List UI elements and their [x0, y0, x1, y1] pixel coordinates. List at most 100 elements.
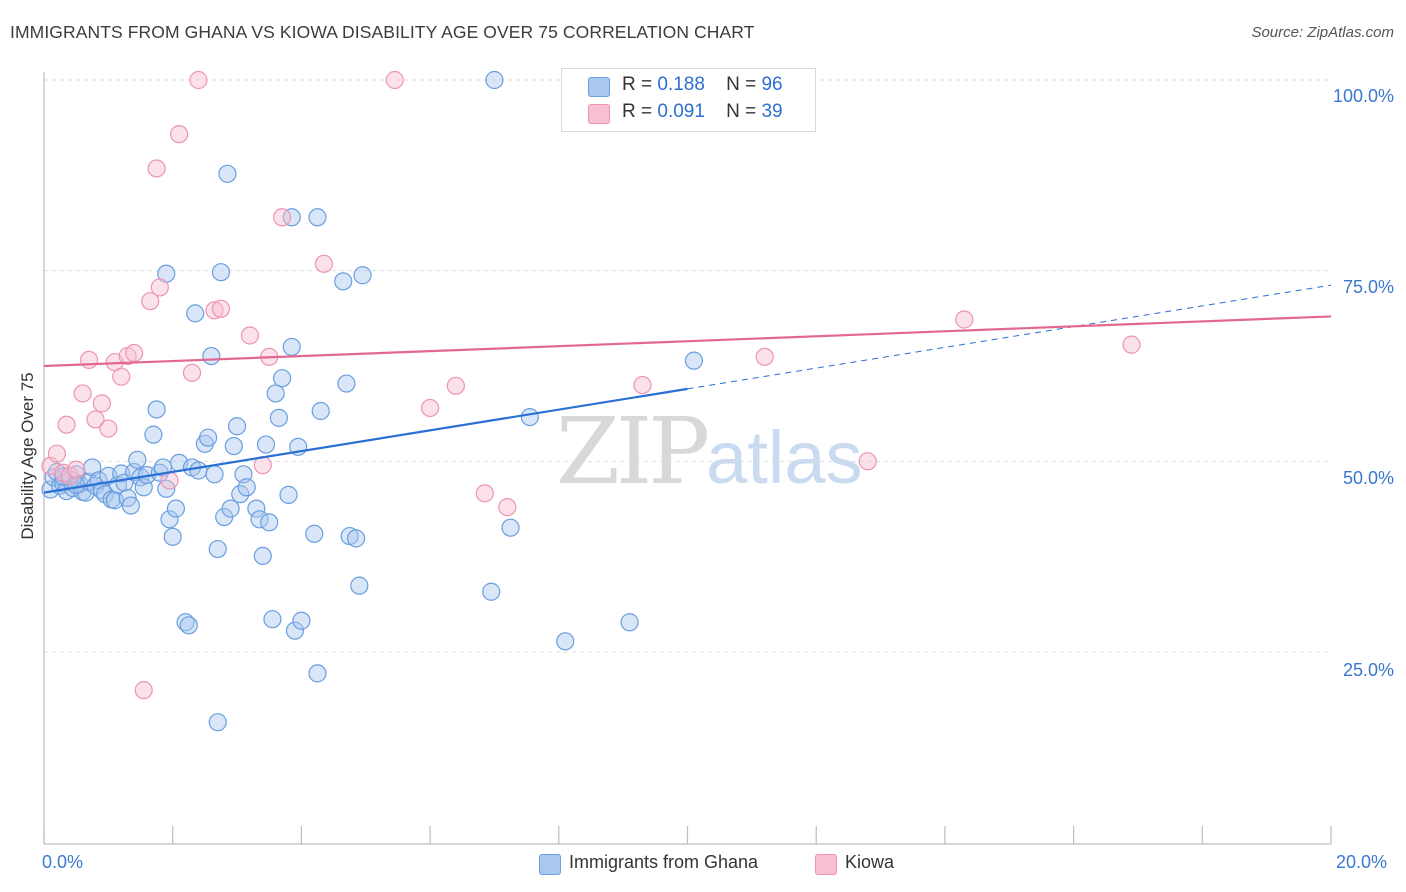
kiowa-point: [47, 444, 66, 463]
kiowa-swatch: [588, 104, 610, 124]
bottom-legend-ghana-label: Immigrants from Ghana: [569, 852, 759, 872]
y-tick-label-50: 50.0%: [1342, 468, 1394, 488]
ghana-point: [282, 208, 301, 227]
kiowa-legend-swatch: [815, 854, 837, 875]
kiowa-point: [498, 497, 517, 517]
legend-r-label: R =: [622, 101, 653, 122]
ghana-point: [208, 539, 227, 559]
ghana-point: [266, 384, 285, 403]
ghana-point: [501, 518, 520, 537]
ghana-point: [231, 485, 250, 504]
ghana-point: [227, 417, 247, 436]
kiowa-point: [147, 159, 166, 178]
kiowa-point: [446, 376, 465, 395]
ghana-point: [166, 499, 186, 518]
bottom-legend-kiowa-label: Kiowa: [845, 852, 895, 872]
ghana-point: [263, 610, 282, 629]
ghana-point: [186, 304, 205, 323]
kiowa-point: [141, 292, 160, 311]
ghana-point: [556, 632, 575, 651]
ghana-trend-extension: [687, 284, 1332, 390]
kiowa-point: [170, 125, 189, 144]
ghana-point: [208, 713, 227, 732]
ghana-point: [353, 266, 372, 285]
kiowa-point: [633, 375, 652, 395]
ghana-swatch: [588, 77, 610, 97]
ghana-point: [350, 576, 369, 595]
kiowa-point: [124, 343, 144, 363]
ghana-point: [520, 407, 539, 427]
kiowa-point: [955, 310, 974, 329]
kiowa-point: [240, 326, 260, 345]
kiowa-point: [99, 419, 118, 438]
kiowa-point: [385, 70, 404, 90]
ghana-point: [160, 510, 179, 529]
ghana-point: [279, 485, 298, 504]
ghana-point: [482, 582, 501, 601]
ghana-point: [202, 346, 221, 366]
kiowa-point: [211, 299, 231, 318]
ghana-point: [121, 496, 140, 515]
ghana-point: [285, 621, 305, 640]
legend-n-value-kiowa: 39: [761, 101, 783, 122]
kiowa-point: [182, 363, 202, 382]
kiowa-point: [189, 70, 208, 90]
ghana-point: [256, 435, 276, 454]
axes: [43, 72, 1332, 845]
ghana-point: [211, 263, 231, 282]
watermark-atlas: atlas: [706, 416, 863, 499]
series-kiowa-points: [41, 70, 1141, 700]
kiowa-point: [314, 254, 334, 273]
kiowa-point: [150, 278, 169, 297]
legend-r-value-ghana: 0.188: [657, 74, 705, 95]
ghana-point: [189, 461, 208, 480]
ghana-point: [218, 164, 237, 183]
ghana-point: [485, 70, 504, 90]
y-axis-title: Disability Age Over 75: [18, 372, 37, 540]
ghana-point: [337, 374, 356, 393]
kiowa-point: [86, 410, 105, 429]
ghana-point: [269, 408, 288, 427]
kiowa-point: [67, 460, 86, 479]
ghana-legend-swatch: [539, 854, 561, 875]
legend-n-value-ghana: 96: [761, 74, 783, 95]
ghana-point: [308, 664, 327, 683]
kiowa-point: [79, 350, 99, 369]
kiowa-point: [112, 367, 131, 386]
ghana-point: [346, 529, 366, 548]
y-tick-label-100: 100.0%: [1332, 86, 1394, 106]
ghana-point: [176, 613, 195, 632]
ghana-point: [247, 499, 266, 518]
x-tick-label-max: 20.0%: [1336, 852, 1388, 872]
ghana-point: [292, 611, 311, 630]
watermark-zip: ZIP: [556, 398, 710, 505]
ghana-trend-line: [43, 387, 688, 494]
kiowa-point: [1122, 335, 1141, 354]
source-label: Source: ZipAtlas.com: [1251, 24, 1394, 41]
legend-n-label: N =: [726, 101, 757, 122]
ghana-point: [224, 436, 243, 456]
kiowa-point: [421, 398, 440, 418]
ghana-point: [144, 425, 163, 444]
ghana-point: [163, 527, 182, 546]
y-tick-label-75: 75.0%: [1342, 277, 1394, 297]
ghana-point: [620, 613, 639, 632]
ghana-point: [260, 513, 279, 532]
kiowa-point: [73, 384, 92, 403]
kiowa-point: [858, 452, 877, 471]
ghana-point: [179, 616, 198, 635]
kiowa-trend-line: [43, 315, 1332, 368]
watermark: ZIPatlas: [556, 398, 862, 505]
ghana-point: [221, 499, 240, 518]
kiowa-point: [92, 394, 112, 413]
ghana-point: [205, 465, 224, 484]
kiowa-point: [57, 415, 76, 434]
ghana-point: [147, 400, 166, 419]
legend-n-label: N =: [726, 74, 757, 95]
ghana-point: [128, 450, 147, 469]
y-tick-label-25: 25.0%: [1342, 660, 1394, 680]
kiowa-point: [475, 484, 494, 503]
x-tick-label-min: 0.0%: [42, 852, 84, 872]
ghana-point: [334, 272, 353, 291]
